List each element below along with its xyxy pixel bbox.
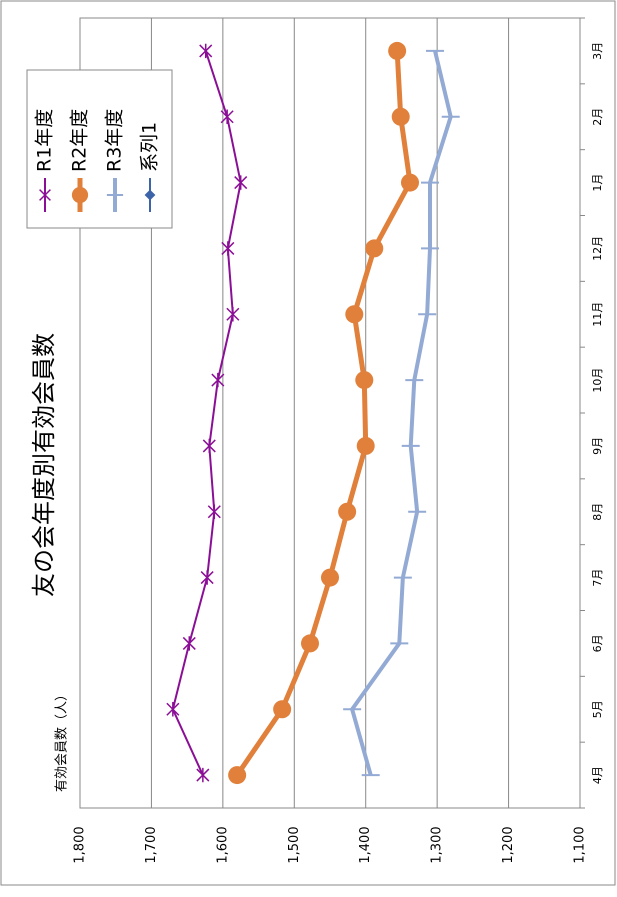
marker (365, 239, 384, 258)
marker (196, 767, 210, 783)
marker (39, 188, 51, 202)
marker (207, 504, 221, 519)
marker (401, 173, 419, 192)
point (144, 189, 156, 201)
point (182, 636, 196, 651)
point (401, 173, 419, 192)
legend-label: R2年度 (69, 109, 91, 172)
point (220, 109, 234, 124)
y-tick-label: 1,700 (144, 826, 159, 863)
legend-label: R3年度 (104, 109, 126, 172)
point (200, 570, 214, 585)
marker (355, 371, 374, 390)
point (221, 241, 235, 256)
point (228, 766, 247, 785)
marker (200, 570, 214, 585)
marker (228, 766, 247, 785)
point (345, 305, 364, 324)
marker (388, 41, 407, 60)
point (388, 41, 407, 60)
x-tick-label: 11月 (591, 302, 604, 327)
y-tick-label: 1,100 (573, 826, 588, 863)
x-tick-label: 2月 (591, 108, 604, 126)
point (338, 502, 357, 521)
legend-box (26, 69, 173, 229)
marker (345, 305, 364, 324)
point (356, 436, 375, 455)
x-tick-label: 7月 (591, 569, 604, 587)
y-tick-label: 1,800 (73, 826, 88, 863)
y-tick-label: 1,600 (215, 826, 230, 863)
marker (166, 702, 180, 717)
point (321, 568, 339, 587)
point (71, 186, 89, 204)
marker (391, 107, 410, 126)
marker (226, 307, 240, 322)
x-tick-label: 12月 (591, 236, 604, 261)
marker (182, 636, 196, 651)
x-tick-label: 9月 (591, 437, 604, 455)
point (207, 504, 221, 519)
point (202, 438, 216, 454)
point (226, 307, 240, 322)
x-tick-label: 5月 (591, 700, 604, 718)
x-tick-label: 6月 (591, 634, 604, 652)
x-tick-label: 10月 (591, 368, 604, 393)
point (211, 372, 225, 388)
marker (202, 438, 216, 454)
marker (71, 186, 89, 204)
point (273, 700, 292, 719)
marker (221, 241, 235, 256)
point (234, 175, 248, 190)
point (301, 634, 319, 653)
series-line (171, 50, 242, 776)
legend: R1年度 R2年度 R3年度 系列1 (26, 69, 173, 229)
marker (321, 568, 339, 587)
point (196, 767, 210, 783)
marker (338, 502, 357, 521)
marker (234, 175, 248, 190)
marker (220, 109, 234, 124)
x-tick-label: 8月 (591, 503, 604, 521)
marker (301, 634, 319, 653)
point (199, 43, 213, 59)
axis-label: 有効会員数（人） (55, 688, 70, 792)
marker (356, 436, 375, 455)
x-tick-label: 1月 (591, 174, 604, 192)
point (391, 107, 410, 126)
y-tick-label: 1,300 (430, 826, 445, 863)
marker (211, 372, 225, 388)
series-line (349, 50, 453, 776)
x-tick-label: 4月 (591, 766, 604, 784)
point (365, 239, 384, 258)
x-tick-label: 3月 (591, 42, 604, 60)
marker (199, 43, 213, 59)
y-tick-label: 1,400 (358, 826, 373, 863)
marker (144, 189, 156, 201)
legend-label: R1年度 (34, 109, 56, 172)
legend-label: 系列1 (139, 122, 161, 172)
y-tick-label: 1,500 (287, 826, 302, 863)
point (355, 371, 374, 390)
chart-title: 友の会年度別有効会員数 (30, 333, 58, 597)
point (39, 188, 51, 202)
marker (273, 700, 292, 719)
y-tick-label: 1,200 (501, 826, 516, 863)
series-line (235, 50, 413, 777)
point (166, 702, 180, 717)
